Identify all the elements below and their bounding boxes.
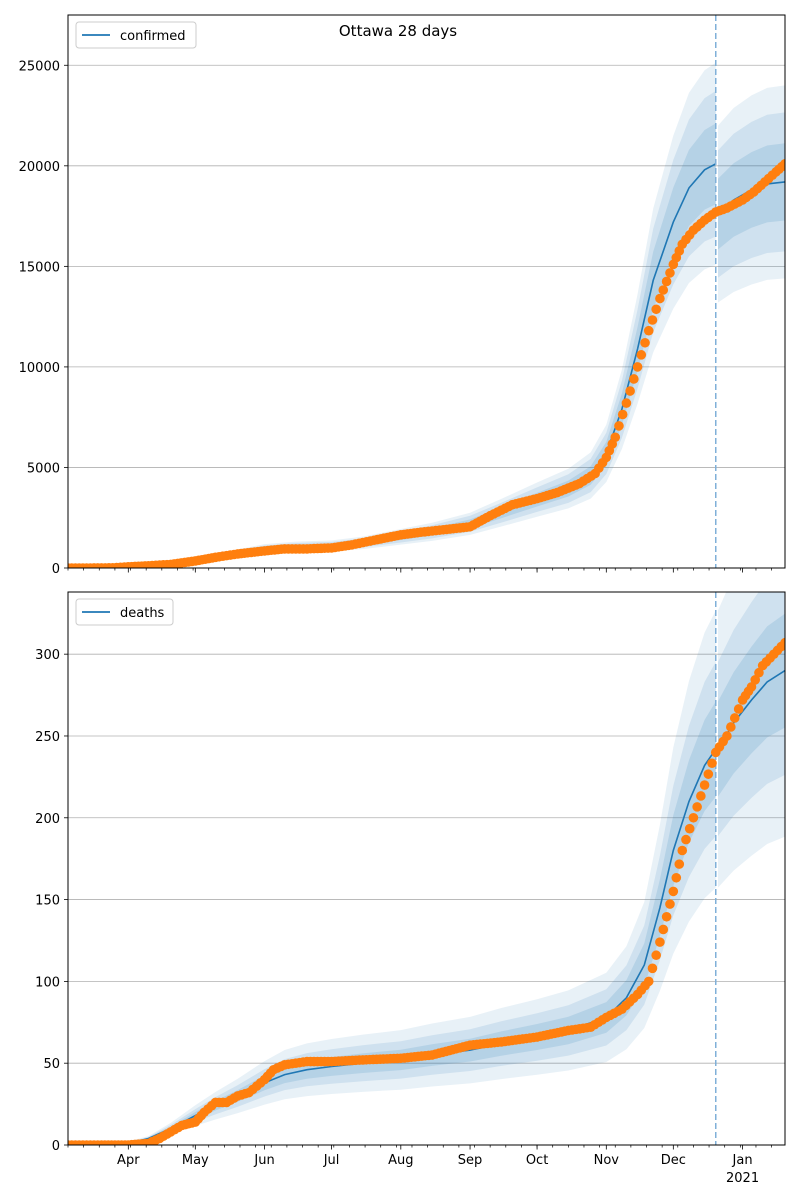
confirmed-ytick-label: 10000 bbox=[19, 361, 60, 376]
confirmed-observed-point bbox=[640, 337, 650, 348]
deaths-observed-point bbox=[674, 859, 685, 869]
confirmed-legend-label: confirmed bbox=[120, 29, 186, 44]
deaths-observed-point bbox=[655, 937, 665, 947]
confirmed-observed-points bbox=[68, 159, 785, 568]
deaths-observed-point bbox=[677, 845, 688, 856]
deaths-observed-point bbox=[651, 950, 661, 961]
deaths-observed-point bbox=[722, 731, 732, 741]
deaths-xtick-label: Dec bbox=[661, 1153, 686, 1168]
confirmed-observed-point bbox=[651, 304, 661, 315]
deaths-observed-point bbox=[688, 812, 699, 823]
deaths-xtick-label: Jul bbox=[323, 1153, 340, 1168]
deaths-xtick-label: May bbox=[182, 1153, 209, 1168]
confirmed-legend-box bbox=[75, 21, 197, 49]
deaths-observed-point bbox=[696, 791, 706, 801]
deaths-observed-point bbox=[733, 704, 744, 714]
confirmed-observed-point bbox=[625, 386, 635, 396]
deaths-observed-point bbox=[643, 976, 654, 987]
deaths-ytick-label: 0 bbox=[52, 1139, 60, 1154]
confirmed-observed-point bbox=[643, 325, 654, 336]
deaths-observed-point bbox=[681, 834, 691, 845]
deaths-observed-point bbox=[668, 886, 679, 897]
confirmed-observed-point bbox=[655, 293, 665, 304]
confirmed-observed-point bbox=[632, 362, 643, 372]
deaths-observed-point bbox=[699, 780, 710, 790]
deaths-band bbox=[68, 610, 716, 1145]
deaths-ytick-label: 200 bbox=[35, 812, 60, 827]
confirmed-ytick-label: 15000 bbox=[19, 260, 60, 275]
confirmed-observed-point bbox=[610, 432, 621, 443]
confirmed-ytick-label: 20000 bbox=[19, 160, 60, 175]
deaths-observed-point bbox=[671, 872, 682, 883]
confirmed-observed-point bbox=[621, 398, 632, 408]
deaths-observed-point bbox=[665, 899, 675, 909]
deaths-xtick-label: Apr bbox=[117, 1153, 140, 1168]
deaths-band bbox=[68, 661, 716, 1145]
deaths-ytick-label: 300 bbox=[35, 648, 60, 663]
deaths-observed-point bbox=[658, 924, 669, 935]
deaths-xtick-label: Jun bbox=[253, 1153, 274, 1168]
deaths-legend: deaths bbox=[75, 598, 174, 626]
deaths-observed-point bbox=[746, 682, 757, 692]
deaths-ytick-label: 100 bbox=[35, 975, 60, 990]
deaths-ytick-label: 250 bbox=[35, 730, 60, 745]
confirmed-observed-point bbox=[665, 268, 675, 278]
deaths-legend-label: deaths bbox=[120, 606, 165, 621]
deaths-panel: 0 50 100 150 200 250 300 Apr May Jun Jul Aug Sep Oct N… bbox=[35, 591, 786, 1186]
confirmed-observed-point bbox=[780, 159, 785, 169]
deaths-observed-point bbox=[647, 963, 658, 974]
confirmed-observed-point bbox=[614, 421, 624, 431]
deaths-observed-point bbox=[684, 823, 695, 834]
deaths-observed-points bbox=[68, 637, 785, 1145]
deaths-xtick-label: Jan bbox=[732, 1153, 753, 1168]
confirmed-observed-point bbox=[629, 374, 639, 384]
deaths-legend-box bbox=[75, 598, 174, 626]
deaths-ytick-label: 150 bbox=[35, 894, 60, 909]
deaths-ytick-label: 50 bbox=[43, 1057, 60, 1072]
deaths-axes-frame bbox=[67, 591, 786, 1146]
confirmed-ytick-label: 25000 bbox=[19, 59, 60, 74]
deaths-band bbox=[717, 592, 785, 837]
deaths-observed-point bbox=[750, 675, 761, 685]
deaths-observed-point bbox=[707, 758, 717, 769]
deaths-xtick-label: Aug bbox=[388, 1153, 413, 1168]
deaths-observed-point bbox=[754, 667, 764, 678]
confirmed-panel: 0 5000 10000 15000 20000 25000 confirmed bbox=[19, 14, 786, 577]
confirmed-observed-point bbox=[661, 276, 672, 287]
deaths-xtick-label: Oct bbox=[526, 1153, 548, 1168]
confirmed-axes-frame bbox=[67, 14, 786, 569]
deaths-year-label: 2021 bbox=[726, 1171, 759, 1186]
deaths-xtick-label: Sep bbox=[458, 1153, 483, 1168]
deaths-observed-point bbox=[726, 722, 736, 732]
deaths-observed-point bbox=[703, 769, 714, 779]
confirmed-ytick-label: 5000 bbox=[27, 461, 60, 476]
deaths-observed-point bbox=[661, 911, 672, 922]
deaths-observed-point bbox=[729, 713, 740, 723]
confirmed-legend: confirmed bbox=[75, 21, 197, 49]
confirmed-ytick-label: 0 bbox=[52, 562, 60, 577]
confirmed-observed-point bbox=[647, 315, 658, 325]
deaths-xtick-label: Nov bbox=[594, 1153, 620, 1168]
deaths-observed-point bbox=[780, 637, 785, 648]
deaths-observed-point bbox=[692, 802, 702, 812]
confirmed-observed-point bbox=[658, 285, 669, 295]
figure-title: Ottawa 28 days bbox=[339, 22, 457, 40]
confirmed-observed-point bbox=[636, 350, 647, 360]
confirmed-observed-point bbox=[617, 409, 628, 420]
